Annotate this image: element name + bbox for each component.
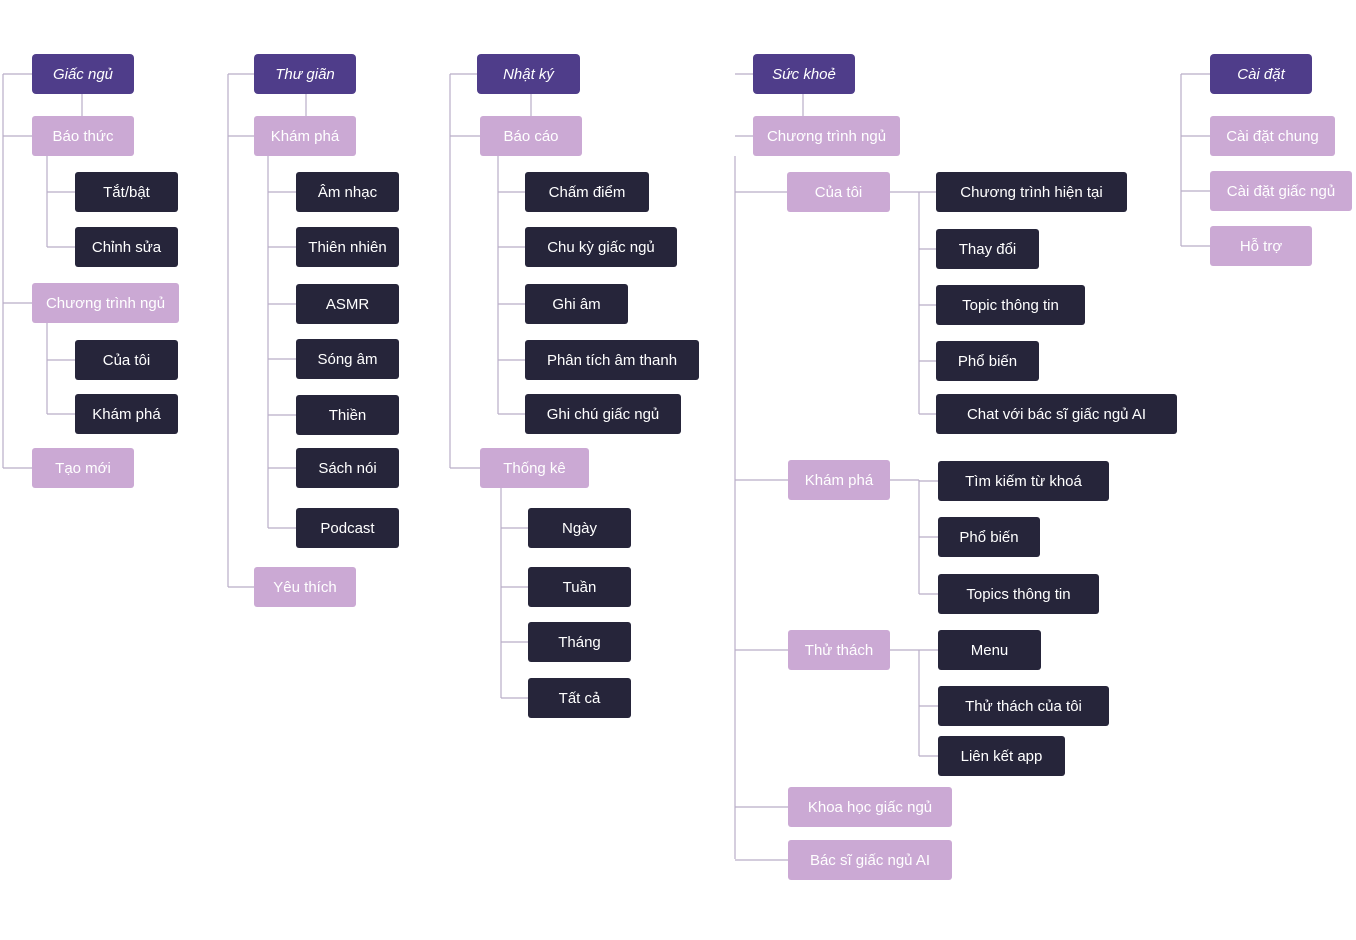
node-kham-pha: Khám phá [788, 460, 890, 500]
node-thang: Tháng [528, 622, 631, 662]
node-thay-doi: Thay đổi [936, 229, 1039, 269]
node-thu-thach-cua-toi: Thử thách của tôi [938, 686, 1109, 726]
node-podcast: Podcast [296, 508, 399, 548]
node-chuong-trinh-ngu: Chương trình ngủ [753, 116, 900, 156]
node-chat-voi-bac-si-giac-ngu-ai: Chat với bác sĩ giấc ngủ AI [936, 394, 1177, 434]
node-bao-cao: Báo cáo [480, 116, 582, 156]
node-yeu-thich: Yêu thích [254, 567, 356, 607]
node-tao-moi: Tạo mới [32, 448, 134, 488]
node-thong-ke: Thống kê [480, 448, 589, 488]
node-cai-dat: Cài đặt [1210, 54, 1312, 94]
node-thu-thach: Thử thách [788, 630, 890, 670]
node-am-nhac: Âm nhạc [296, 172, 399, 212]
node-kham-pha: Khám phá [254, 116, 356, 156]
node-tat-bat: Tắt/bật [75, 172, 178, 212]
node-tim-kiem-tu-khoa: Tìm kiếm từ khoá [938, 461, 1109, 501]
node-cai-dat-giac-ngu: Cài đặt giấc ngủ [1210, 171, 1352, 211]
node-sach-noi: Sách nói [296, 448, 399, 488]
node-cua-toi: Của tôi [787, 172, 890, 212]
node-lien-ket-app: Liên kết app [938, 736, 1065, 776]
node-thien-nhien: Thiên nhiên [296, 227, 399, 267]
node-chinh-sua: Chỉnh sửa [75, 227, 178, 267]
node-ho-tro: Hỗ trợ [1210, 226, 1312, 266]
node-bao-thuc: Báo thức [32, 116, 134, 156]
node-giac-ngu: Giấc ngủ [32, 54, 134, 94]
node-cua-toi: Của tôi [75, 340, 178, 380]
node-menu: Menu [938, 630, 1041, 670]
node-pho-bien: Phổ biến [936, 341, 1039, 381]
node-topics-thong-tin: Topics thông tin [938, 574, 1099, 614]
node-tuan: Tuần [528, 567, 631, 607]
node-chuong-trinh-hien-tai: Chương trình hiện tại [936, 172, 1127, 212]
node-chuong-trinh-ngu: Chương trình ngủ [32, 283, 179, 323]
node-thien: Thiền [296, 395, 399, 435]
node-phan-tich-am-thanh: Phân tích âm thanh [525, 340, 699, 380]
node-song-am: Sóng âm [296, 339, 399, 379]
node-nhat-ky: Nhật ký [477, 54, 580, 94]
node-kham-pha: Khám phá [75, 394, 178, 434]
node-ngay: Ngày [528, 508, 631, 548]
node-tat-ca: Tất cả [528, 678, 631, 718]
node-ghi-chu-giac-ngu: Ghi chú giấc ngủ [525, 394, 681, 434]
node-asmr: ASMR [296, 284, 399, 324]
node-topic-thong-tin: Topic thông tin [936, 285, 1085, 325]
node-cham-diem: Chấm điểm [525, 172, 649, 212]
node-suc-khoe: Sức khoẻ [753, 54, 855, 94]
node-ghi-am: Ghi âm [525, 284, 628, 324]
node-thu-gian: Thư giãn [254, 54, 356, 94]
node-chu-ky-giac-ngu: Chu kỳ giấc ngủ [525, 227, 677, 267]
node-pho-bien: Phổ biến [938, 517, 1040, 557]
node-cai-dat-chung: Cài đặt chung [1210, 116, 1335, 156]
node-bac-si-giac-ngu-ai: Bác sĩ giấc ngủ AI [788, 840, 952, 880]
node-khoa-hoc-giac-ngu: Khoa học giấc ngủ [788, 787, 952, 827]
